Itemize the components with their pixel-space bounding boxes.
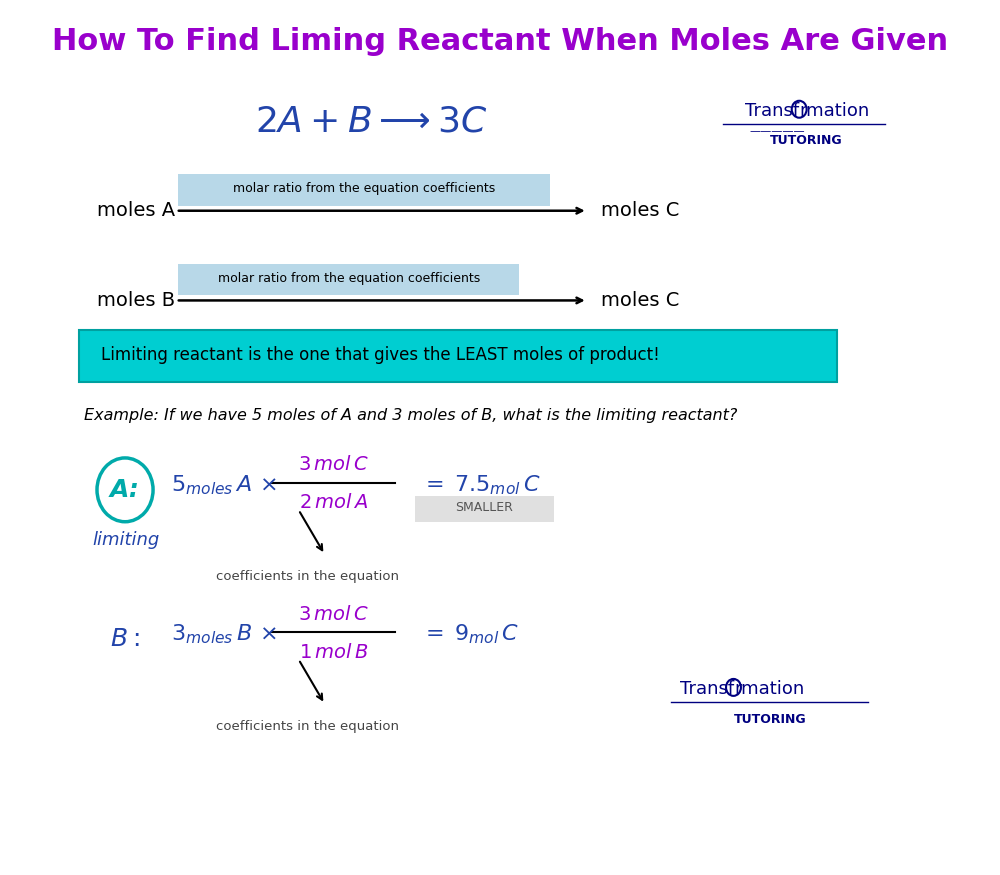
Text: TUTORING: TUTORING — [770, 135, 843, 148]
Text: How To Find Liming Reactant When Moles Are Given: How To Find Liming Reactant When Moles A… — [52, 27, 948, 56]
Text: coefficients in the equation: coefficients in the equation — [216, 570, 399, 583]
Text: $3\,mol\,C$: $3\,mol\,C$ — [298, 605, 369, 624]
Text: $3\,mol\,C$: $3\,mol\,C$ — [298, 455, 369, 474]
Text: SMALLER: SMALLER — [455, 501, 513, 514]
Text: TUTORING: TUTORING — [734, 712, 806, 725]
Text: limiting: limiting — [93, 530, 160, 549]
Text: Transf: Transf — [745, 102, 799, 120]
Text: $=\;7.5_{mol}\,C$: $=\;7.5_{mol}\,C$ — [421, 473, 541, 497]
Text: —————: ————— — [749, 126, 805, 136]
Text: Limiting reactant is the one that gives the LEAST moles of product!: Limiting reactant is the one that gives … — [101, 346, 660, 364]
Text: molar ratio from the equation coefficients: molar ratio from the equation coefficien… — [218, 272, 480, 285]
FancyBboxPatch shape — [178, 174, 550, 206]
Text: moles C: moles C — [601, 201, 679, 220]
FancyBboxPatch shape — [178, 263, 519, 296]
Text: coefficients in the equation: coefficients in the equation — [216, 719, 399, 732]
Text: moles B: moles B — [97, 290, 175, 310]
Text: $3_{moles}\,B\,\times$: $3_{moles}\,B\,\times$ — [171, 623, 278, 646]
Text: $1\,mol\,B$: $1\,mol\,B$ — [299, 643, 368, 662]
Text: Transf: Transf — [680, 680, 734, 698]
Text: Example: If we have 5 moles of A and 3 moles of B, what is the limiting reactant: Example: If we have 5 moles of A and 3 m… — [84, 408, 737, 423]
FancyBboxPatch shape — [415, 496, 554, 522]
Text: rmation: rmation — [734, 680, 804, 698]
FancyBboxPatch shape — [79, 331, 837, 382]
Text: $2A + B \longrightarrow 3C$: $2A + B \longrightarrow 3C$ — [255, 104, 487, 138]
Text: rmation: rmation — [800, 102, 870, 120]
Text: $5_{moles}\,A\,\times$: $5_{moles}\,A\,\times$ — [171, 473, 278, 497]
Text: moles C: moles C — [601, 290, 679, 310]
Text: $=\;9_{mol}\,C$: $=\;9_{mol}\,C$ — [421, 623, 520, 646]
Text: molar ratio from the equation coefficients: molar ratio from the equation coefficien… — [233, 182, 495, 195]
Text: $B:$: $B:$ — [110, 627, 140, 651]
Text: A:: A: — [110, 478, 140, 502]
Text: $2\,mol\,A$: $2\,mol\,A$ — [299, 493, 368, 512]
Text: moles A: moles A — [97, 201, 175, 220]
